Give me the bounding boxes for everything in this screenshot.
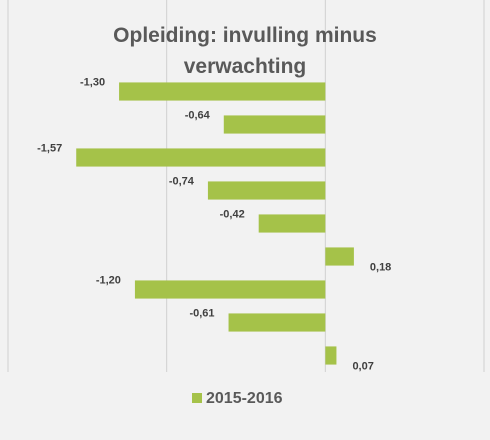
- data-label: -0,42: [220, 208, 245, 220]
- bar: [223, 115, 326, 134]
- data-label: -0,61: [189, 307, 214, 319]
- data-label: -1,20: [96, 274, 121, 286]
- data-label: -1,30: [80, 76, 105, 88]
- data-label: -0,74: [169, 175, 195, 187]
- bar: [258, 214, 326, 233]
- data-label: -1,57: [37, 142, 62, 154]
- bar: [228, 313, 326, 332]
- data-label: 0,18: [370, 261, 391, 273]
- bar: [134, 280, 326, 299]
- bar: [76, 148, 326, 167]
- chart-title: Opleiding: invulling minus verwachting: [113, 24, 377, 78]
- bar: [119, 82, 326, 101]
- bar: [325, 346, 337, 365]
- bar: [207, 181, 326, 200]
- data-label: -0,64: [185, 109, 211, 121]
- legend-text: 2015-2016: [206, 390, 283, 407]
- bar: [325, 247, 354, 266]
- legend-swatch: [192, 393, 202, 403]
- data-label: 0,07: [352, 360, 373, 372]
